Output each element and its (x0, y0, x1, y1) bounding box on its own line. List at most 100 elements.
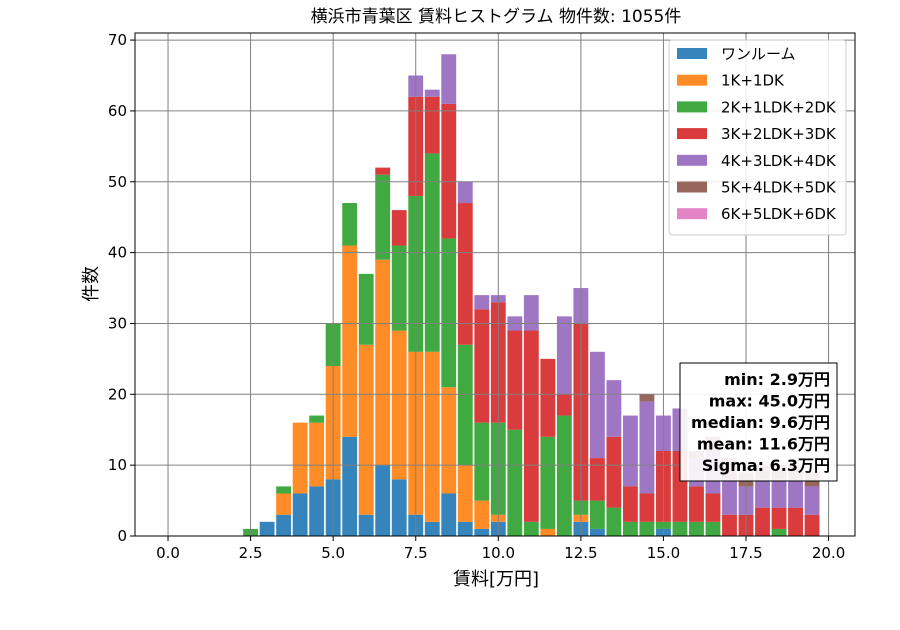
legend-label: 2K+1LDK+2DK (721, 98, 837, 116)
y-tick-label: 70 (108, 31, 127, 49)
bar-segment (457, 203, 473, 345)
bar-segment (589, 458, 605, 501)
legend-box (668, 39, 847, 236)
bar-segment (788, 479, 803, 508)
bar-segment (441, 103, 457, 239)
y-tick-label: 30 (108, 314, 127, 332)
x-axis-title: 賃料[万円] (453, 569, 539, 590)
bar-segment (788, 507, 803, 536)
bar-segment (622, 521, 638, 536)
legend-swatch (677, 181, 707, 193)
bar-segment (441, 493, 457, 536)
bar-segment (358, 514, 374, 536)
bar-segment (689, 521, 704, 536)
bar-segment (474, 500, 490, 529)
bar-segment (540, 358, 556, 437)
legend-swatch (677, 128, 707, 140)
bar-segment (342, 203, 358, 246)
x-tick-label: 2.5 (239, 544, 263, 562)
bar-segment (705, 493, 721, 522)
bar-segment (474, 309, 490, 423)
bar-segment (424, 351, 440, 522)
bar-segment (375, 259, 391, 466)
bar-segment (639, 394, 655, 402)
bar-segment (276, 514, 292, 536)
bar-segment (722, 514, 737, 536)
bar-segment (276, 493, 292, 515)
legend-swatch (677, 154, 707, 166)
bar-segment (540, 436, 556, 529)
bar-segment (507, 330, 523, 430)
bar-segment (457, 521, 473, 536)
bar-segment (457, 344, 473, 466)
legend-swatch (677, 48, 707, 59)
bar-segment (507, 429, 523, 536)
stats-line: Sigma: 6.3万円 (702, 456, 830, 475)
bar-segment (606, 507, 622, 536)
plot-frame (134, 32, 856, 537)
x-tick-label: 20.0 (812, 544, 845, 562)
bar-segment (358, 273, 374, 345)
legend-label: 4K+3LDK+4DK (721, 152, 837, 170)
bar-segment (755, 479, 770, 508)
bar-segment (771, 528, 787, 536)
bar-segment (804, 486, 820, 515)
bar-segment (556, 394, 572, 416)
y-tick-label: 60 (108, 102, 127, 120)
bar-segment (424, 96, 440, 154)
bar-segment (771, 507, 787, 529)
bar-segment (589, 500, 605, 529)
bar-segment (441, 54, 457, 104)
bar-segment (523, 521, 539, 536)
plot-border (134, 32, 856, 537)
bar-segment (722, 479, 737, 515)
x-tick-label: 12.5 (564, 544, 597, 562)
legend-label: 5K+4LDK+5DK (721, 179, 837, 197)
legend-swatch (677, 208, 707, 220)
stats-border (679, 362, 838, 482)
bar-segment (375, 174, 391, 260)
y-tick-label: 10 (108, 456, 127, 474)
legend-swatch (677, 74, 707, 86)
bar-segment (391, 479, 407, 536)
x-tick-label: 17.5 (729, 544, 762, 562)
bar-segment (309, 422, 325, 487)
x-tick-label: 10.0 (482, 544, 515, 562)
x-tick-label: 5.0 (321, 544, 345, 562)
bar-segment (309, 415, 325, 423)
stats-line: mean: 11.6万円 (697, 435, 830, 454)
bar-segment (474, 528, 490, 536)
chart-title: 横浜市青葉区 賃料ヒストグラム 物件数: 1055件 (311, 7, 682, 27)
bar-segment (474, 422, 490, 501)
y-axis-title: 件数 (81, 266, 102, 302)
bar-segment (424, 521, 440, 536)
x-tick-label: 15.0 (647, 544, 680, 562)
y-tick-label: 50 (108, 173, 127, 191)
bar-segment (639, 493, 655, 522)
x-tick-label: 0.0 (156, 544, 180, 562)
bar-segment (424, 89, 440, 97)
bar-segment (391, 210, 407, 246)
bar-segment (755, 507, 770, 536)
bar-segment (622, 415, 638, 487)
bar-segment (292, 422, 308, 494)
y-axis-ticks: 0 10 20 30 40 50 60 70 (108, 31, 135, 545)
bar-segment (639, 401, 655, 494)
bar-segment (556, 316, 572, 395)
bar-segment (441, 238, 457, 388)
legend-swatch (677, 101, 707, 113)
bar-segment (309, 486, 325, 536)
bar-segment (358, 344, 374, 515)
bar-segment (474, 295, 490, 310)
bar-segment (391, 330, 407, 480)
bar-segment (606, 436, 622, 508)
bar-segment (589, 528, 605, 536)
bar-segment (276, 486, 292, 494)
x-tick-label: 7.5 (404, 544, 428, 562)
y-tick-label: 0 (117, 527, 127, 545)
bar-segment (375, 167, 391, 175)
bar-segment (606, 380, 622, 437)
bar-segment (523, 295, 539, 331)
bars-group (243, 54, 820, 536)
